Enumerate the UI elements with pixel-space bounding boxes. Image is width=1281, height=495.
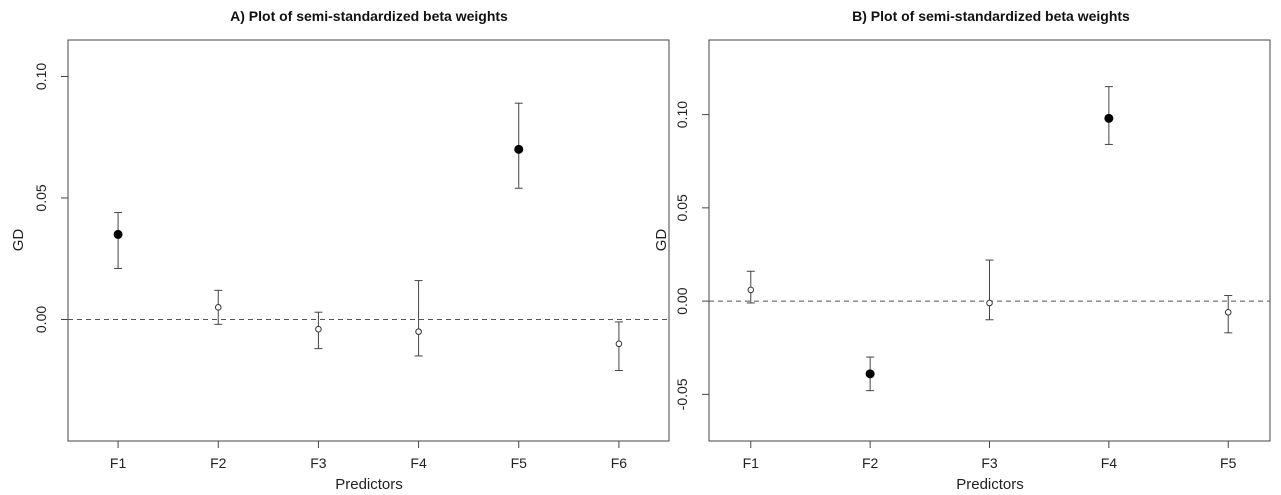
panel-a-plot-frame	[67, 39, 670, 442]
panel-b-y-axis-label: GD	[653, 229, 670, 252]
panel-a-beta-weights-plot: A) Plot of semi-standardized beta weight…	[10, 8, 670, 493]
panel-b-point-f5	[1224, 309, 1232, 316]
panel-b-y-tick-label: 0.00	[674, 287, 690, 314]
panel-a-y-tick-label: 0.10	[33, 63, 49, 90]
panel-b-y-tick-label: -0.05	[674, 378, 690, 410]
panel-a-point-f3	[315, 325, 322, 333]
panel-b-plot-frame	[708, 39, 1271, 442]
panel-a-y-axis-label: GD	[10, 229, 27, 252]
panel-b-x-tick-label: F4	[1101, 455, 1118, 471]
panel-a-y-tick-label: 0.00	[33, 306, 49, 333]
panel-a-point-f1	[113, 229, 123, 239]
panel-b-y-tick-label: 0.10	[674, 101, 690, 128]
panel-a-error-bar-f1	[114, 212, 123, 269]
panel-a-x-tick-label: F6	[611, 455, 628, 471]
panel-a-point-f2	[214, 304, 222, 311]
panel-a-x-tick-label: F1	[110, 455, 127, 471]
panel-a-title: A) Plot of semi-standardized beta weight…	[230, 8, 508, 24]
panel-b-x-tick-label: F1	[743, 455, 760, 471]
panel-b-x-tick-label: F2	[862, 455, 879, 471]
panel-a-x-tick-label: F3	[310, 455, 327, 471]
panel-b-x-tick-label: F3	[981, 455, 998, 471]
panel-b-x-axis-label: Predictors	[956, 476, 1024, 493]
panel-b-point-f2	[865, 369, 875, 379]
panel-a-x-tick-label: F2	[210, 455, 227, 471]
panel-b-point-f1	[747, 286, 755, 294]
panel-a-x-tick-label: F5	[511, 455, 528, 471]
panel-a-point-f5	[514, 144, 524, 154]
panel-b-title: B) Plot of semi-standardized beta weight…	[852, 8, 1130, 24]
panel-a-y-tick-label: 0.05	[33, 184, 49, 211]
panel-a-point-f6	[615, 340, 623, 348]
panel-b-point-f4	[1104, 113, 1114, 123]
panel-a-x-tick-label: F4	[410, 455, 427, 471]
panel-b-y-tick-label: 0.05	[674, 194, 690, 221]
panel-a-point-f4	[415, 328, 422, 335]
panel-b-point-f3	[986, 299, 993, 307]
panel-a-x-axis-label: Predictors	[335, 476, 403, 493]
panel-b-error-bar-f3	[985, 259, 994, 321]
panel-b-beta-weights-plot: B) Plot of semi-standardized beta weight…	[653, 8, 1271, 493]
panel-a-error-bar-f4	[414, 280, 423, 357]
panel-b-x-tick-label: F5	[1220, 455, 1237, 471]
